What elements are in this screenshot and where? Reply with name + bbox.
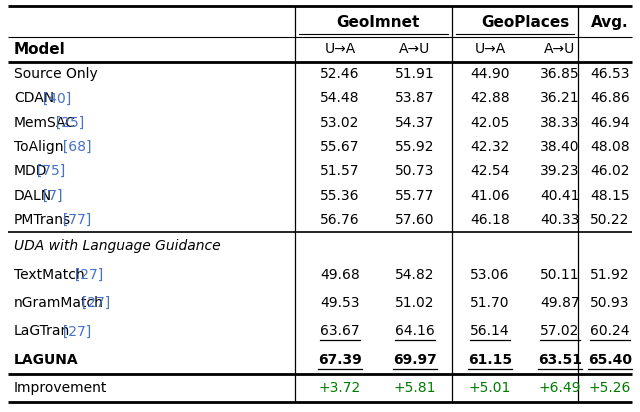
Text: 46.02: 46.02 [590, 164, 630, 178]
Text: +3.72: +3.72 [319, 381, 361, 395]
Text: 50.22: 50.22 [590, 213, 630, 227]
Text: [75]: [75] [33, 164, 65, 178]
Text: 57.02: 57.02 [540, 324, 580, 338]
Text: 63.67: 63.67 [320, 324, 360, 338]
Text: GeoPlaces: GeoPlaces [481, 14, 569, 30]
Text: 42.88: 42.88 [470, 91, 510, 105]
Text: 55.92: 55.92 [396, 140, 435, 154]
Text: 60.24: 60.24 [590, 324, 630, 338]
Text: A→U: A→U [545, 42, 575, 56]
Text: PMTrans: PMTrans [14, 213, 71, 227]
Text: [7]: [7] [40, 189, 63, 203]
Text: 64.16: 64.16 [395, 324, 435, 338]
Text: GeoImnet: GeoImnet [336, 14, 419, 30]
Text: ToAlign: ToAlign [14, 140, 63, 154]
Text: 46.53: 46.53 [590, 67, 630, 81]
Text: A→U: A→U [399, 42, 431, 56]
Text: 42.54: 42.54 [470, 164, 509, 178]
Text: Avg.: Avg. [591, 14, 629, 30]
Text: 51.02: 51.02 [396, 296, 435, 310]
Text: [40]: [40] [40, 91, 71, 105]
Text: +5.81: +5.81 [394, 381, 436, 395]
Text: +6.49: +6.49 [539, 381, 581, 395]
Text: [27]: [27] [79, 296, 110, 310]
Text: Source Only: Source Only [14, 67, 98, 81]
Text: 53.02: 53.02 [320, 116, 360, 130]
Text: 50.73: 50.73 [396, 164, 435, 178]
Text: 51.91: 51.91 [395, 67, 435, 81]
Text: 40.41: 40.41 [540, 189, 580, 203]
Text: 49.87: 49.87 [540, 296, 580, 310]
Text: TextMatch: TextMatch [14, 268, 84, 281]
Text: 54.37: 54.37 [396, 116, 435, 130]
Text: 61.15: 61.15 [468, 353, 512, 367]
Text: Improvement: Improvement [14, 381, 108, 395]
Text: 55.77: 55.77 [396, 189, 435, 203]
Text: Model: Model [14, 42, 66, 56]
Text: 52.46: 52.46 [320, 67, 360, 81]
Text: [77]: [77] [60, 213, 91, 227]
Text: MemSAC: MemSAC [14, 116, 76, 130]
Text: [25]: [25] [53, 116, 84, 130]
Text: 46.94: 46.94 [590, 116, 630, 130]
Text: 49.53: 49.53 [320, 296, 360, 310]
Text: 40.33: 40.33 [540, 213, 580, 227]
Text: 42.32: 42.32 [470, 140, 509, 154]
Text: 36.85: 36.85 [540, 67, 580, 81]
Text: 65.40: 65.40 [588, 353, 632, 367]
Text: 50.93: 50.93 [590, 296, 630, 310]
Text: 57.60: 57.60 [396, 213, 435, 227]
Text: [27]: [27] [72, 268, 104, 281]
Text: 50.11: 50.11 [540, 268, 580, 281]
Text: MDD: MDD [14, 164, 47, 178]
Text: 54.82: 54.82 [396, 268, 435, 281]
Text: 53.87: 53.87 [396, 91, 435, 105]
Text: 38.33: 38.33 [540, 116, 580, 130]
Text: 39.23: 39.23 [540, 164, 580, 178]
Text: +5.01: +5.01 [469, 381, 511, 395]
Text: 49.68: 49.68 [320, 268, 360, 281]
Text: [27]: [27] [60, 324, 91, 338]
Text: 48.15: 48.15 [590, 189, 630, 203]
Text: 54.48: 54.48 [320, 91, 360, 105]
Text: LAGUNA: LAGUNA [14, 353, 79, 367]
Text: CDAN: CDAN [14, 91, 54, 105]
Text: UDA with Language Guidance: UDA with Language Guidance [14, 239, 221, 253]
Text: 41.06: 41.06 [470, 189, 510, 203]
Text: 44.90: 44.90 [470, 67, 509, 81]
Text: DALN: DALN [14, 189, 52, 203]
Text: [68]: [68] [60, 140, 91, 154]
Text: U→A: U→A [474, 42, 506, 56]
Text: 69.97: 69.97 [393, 353, 437, 367]
Text: 51.57: 51.57 [320, 164, 360, 178]
Text: 56.76: 56.76 [320, 213, 360, 227]
Text: 42.05: 42.05 [470, 116, 509, 130]
Text: nGramMatch: nGramMatch [14, 296, 104, 310]
Text: 36.21: 36.21 [540, 91, 580, 105]
Text: 55.67: 55.67 [320, 140, 360, 154]
Text: 51.70: 51.70 [470, 296, 509, 310]
Text: 51.92: 51.92 [590, 268, 630, 281]
Text: 67.39: 67.39 [318, 353, 362, 367]
Text: 55.36: 55.36 [320, 189, 360, 203]
Text: U→A: U→A [324, 42, 356, 56]
Text: +5.26: +5.26 [589, 381, 631, 395]
Text: 56.14: 56.14 [470, 324, 510, 338]
Text: 46.18: 46.18 [470, 213, 510, 227]
Text: 63.51: 63.51 [538, 353, 582, 367]
Text: LaGTran: LaGTran [14, 324, 70, 338]
Text: 38.40: 38.40 [540, 140, 580, 154]
Text: 46.86: 46.86 [590, 91, 630, 105]
Text: 48.08: 48.08 [590, 140, 630, 154]
Text: 53.06: 53.06 [470, 268, 509, 281]
